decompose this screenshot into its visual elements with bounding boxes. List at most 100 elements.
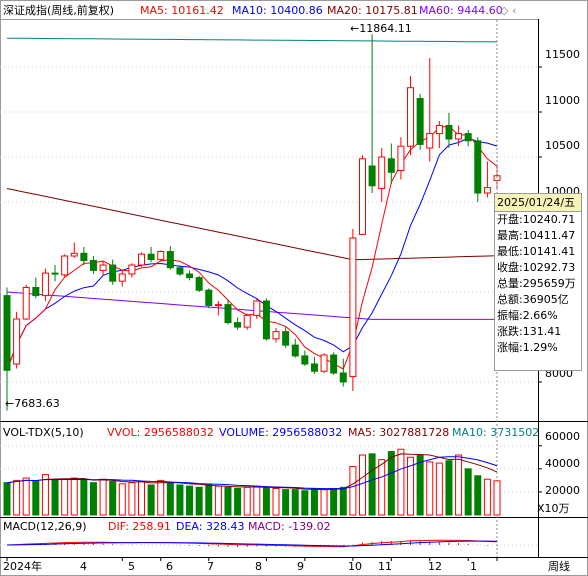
- volume-bar: [70, 477, 78, 516]
- vol-tick-20000: 20000: [545, 484, 580, 497]
- ma10-value: MA10: 10400.86: [232, 4, 323, 17]
- volume-bar: [368, 453, 376, 516]
- ma120-line: [6, 291, 497, 320]
- candle-body: [99, 264, 107, 271]
- tooltip-volume: 总量:295659万: [497, 277, 576, 290]
- candle-body: [272, 331, 280, 340]
- volume-bar: [166, 482, 174, 516]
- candle-body: [80, 252, 88, 262]
- candle-body: [358, 158, 366, 235]
- price-tick-11000: 11000: [545, 94, 580, 107]
- time-tick-8: 8: [255, 560, 262, 573]
- candle-body: [3, 295, 11, 371]
- volume-bar: [397, 448, 405, 516]
- volume-bar: [41, 474, 49, 516]
- volume-bar: [301, 490, 309, 516]
- volume-bar: [13, 479, 21, 516]
- volume-bar: [253, 485, 261, 516]
- candle-body: [61, 255, 69, 276]
- volume-bar: [426, 461, 434, 516]
- volume-bar: [416, 454, 424, 516]
- candle-body: [310, 363, 318, 372]
- candle-body: [195, 277, 203, 291]
- diamond-icon[interactable]: ◇: [500, 4, 509, 17]
- candle-body: [138, 253, 146, 266]
- tooltip-amount: 总额:36905亿: [497, 293, 569, 306]
- volume-bar: [61, 478, 69, 516]
- dea-value: DEA: 328.43: [176, 520, 245, 533]
- tooltip-date: 2025/01/24/五: [495, 194, 581, 212]
- candle-body: [224, 304, 232, 324]
- volume-bar: [435, 462, 443, 516]
- time-tick-10: 10: [348, 560, 362, 573]
- candle-body: [426, 133, 434, 149]
- volume-value: VOLUME: 2956588032: [219, 426, 343, 439]
- vol-unit: X10万: [537, 502, 570, 515]
- volume-bar: [109, 481, 117, 516]
- volume-bar: [224, 486, 232, 516]
- volume-bar: [3, 482, 11, 516]
- volume-bar: [195, 486, 203, 516]
- ma10-line: [6, 137, 498, 371]
- volume-bar: [22, 477, 30, 516]
- time-tick-5: 5: [128, 560, 135, 573]
- tooltip-change-pct: 涨幅:1.29%: [497, 341, 558, 354]
- ma60-line: [6, 188, 498, 261]
- tooltip-low: 最低:10141.41: [497, 245, 576, 258]
- time-tick-12: 12: [428, 560, 442, 573]
- candle-body: [330, 354, 338, 374]
- ma60-value: MA60: 9444.60: [419, 4, 503, 17]
- candle-body: [109, 264, 117, 282]
- candle-body: [234, 322, 242, 328]
- candle-body: [407, 87, 415, 147]
- vol-tick-60000: 60000: [545, 430, 580, 443]
- volume-bar: [445, 460, 453, 516]
- ma5-line: [6, 125, 498, 371]
- vol-ma10-value: MA10: 3731502: [452, 426, 540, 439]
- candle-body: [378, 156, 386, 189]
- dea-line: [6, 540, 498, 547]
- candle-body: [320, 354, 328, 372]
- volume-bar: [272, 487, 280, 516]
- ma-long-line: [6, 37, 498, 43]
- candle-body: [147, 253, 155, 261]
- chevron-left-icon[interactable]: ‹: [512, 4, 517, 17]
- macd-value: MACD: -139.02: [248, 520, 331, 533]
- candle-body: [301, 355, 309, 365]
- time-tick-7: 7: [207, 560, 214, 573]
- candle-body: [128, 264, 136, 275]
- dif-value: DIF: 258.91: [108, 520, 171, 533]
- tooltip-open: 开盘:10240.71: [497, 213, 576, 226]
- volume-bar: [51, 479, 59, 516]
- volume-bar: [234, 487, 242, 516]
- macd-title: MACD(12,26,9): [3, 520, 87, 533]
- candle-body: [483, 187, 491, 194]
- volume-bar: [138, 481, 146, 516]
- volume-bar: [99, 478, 107, 516]
- time-tick-11: 11: [378, 560, 392, 573]
- volume-ma10-line: [6, 456, 498, 490]
- candle-body: [455, 133, 463, 140]
- volume-bar: [310, 487, 318, 516]
- candle-body: [349, 237, 357, 378]
- candle-body: [51, 272, 59, 275]
- candle-body: [118, 273, 126, 282]
- tooltip-close: 收盘:10292.73: [497, 261, 576, 274]
- volume-bar: [483, 478, 491, 516]
- candle-body: [397, 145, 405, 171]
- volume-bar: [147, 484, 155, 516]
- candle-body: [214, 304, 222, 307]
- volume-bar: [157, 479, 165, 516]
- volume-bar: [349, 466, 357, 516]
- candle-body: [416, 98, 424, 145]
- vol-title: VOL-TDX(5,10): [3, 426, 84, 439]
- candle-body: [70, 252, 78, 257]
- time-tick-2024: 2024年: [3, 560, 42, 573]
- time-tick-1: 1: [470, 560, 477, 573]
- candle-body: [368, 165, 376, 187]
- volume-bar: [214, 485, 222, 516]
- candle-body: [41, 272, 49, 297]
- candle-body: [339, 372, 347, 383]
- volume-bar: [474, 475, 482, 516]
